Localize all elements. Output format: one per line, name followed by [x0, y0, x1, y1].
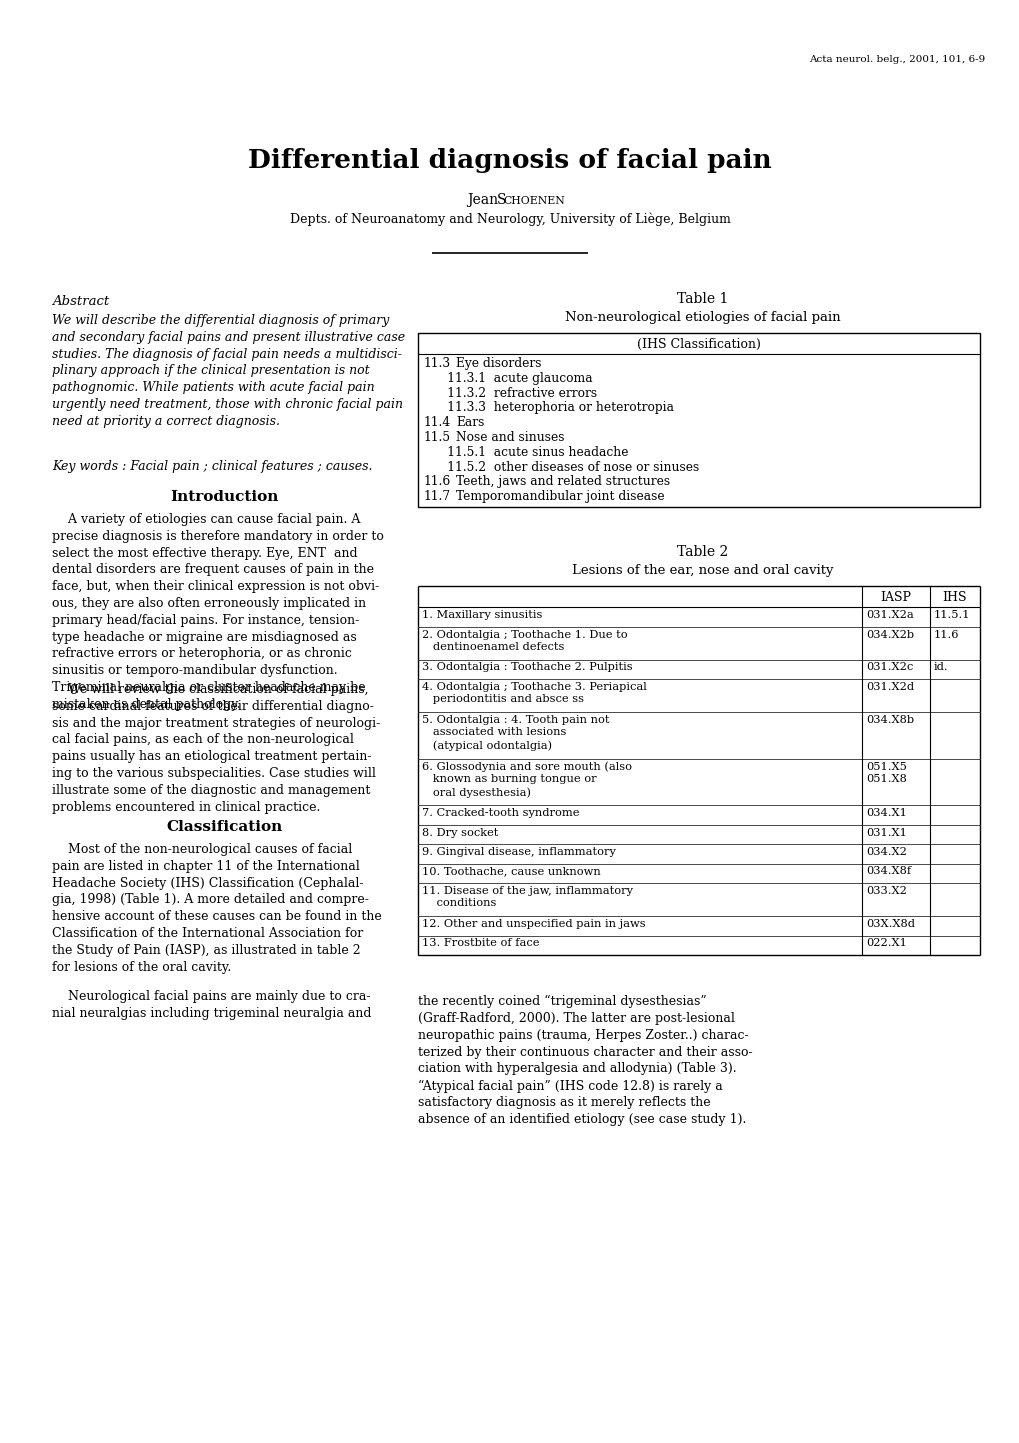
- Text: 11.3: 11.3: [424, 356, 450, 369]
- Text: Differential diagnosis of facial pain: Differential diagnosis of facial pain: [248, 149, 771, 173]
- Text: 031.X2c: 031.X2c: [865, 662, 912, 672]
- Text: Lesions of the ear, nose and oral cavity: Lesions of the ear, nose and oral cavity: [572, 564, 833, 577]
- Text: id.: id.: [933, 662, 948, 672]
- Text: Key words : Facial pain ; clinical features ; causes.: Key words : Facial pain ; clinical featu…: [52, 460, 372, 473]
- Text: 11.6: 11.6: [424, 475, 450, 488]
- Text: (IHS Classification): (IHS Classification): [637, 338, 760, 351]
- Text: the recently coined “trigeminal dysesthesias”
(Graff-Radford, 2000). The latter : the recently coined “trigeminal dysesthe…: [418, 996, 752, 1126]
- Text: 034.X2: 034.X2: [865, 847, 906, 857]
- Text: Eye disorders: Eye disorders: [455, 356, 541, 369]
- Text: 11.3.1  acute glaucoma: 11.3.1 acute glaucoma: [424, 372, 592, 385]
- Text: 022.X1: 022.X1: [865, 938, 906, 948]
- Text: Neurological facial pains are mainly due to cra-
nial neuralgias including trige: Neurological facial pains are mainly due…: [52, 990, 371, 1020]
- Text: 051.X5
051.X8: 051.X5 051.X8: [865, 762, 906, 784]
- Text: 034.X2b: 034.X2b: [865, 629, 913, 639]
- Text: 7. Cracked-tooth syndrome: 7. Cracked-tooth syndrome: [422, 808, 579, 818]
- Text: Non-neurological etiologies of facial pain: Non-neurological etiologies of facial pa…: [565, 312, 840, 325]
- Text: 031.X1: 031.X1: [865, 827, 906, 837]
- Text: 12. Other and unspecified pain in jaws: 12. Other and unspecified pain in jaws: [422, 919, 645, 929]
- Text: Temporomandibular joint disease: Temporomandibular joint disease: [455, 491, 664, 504]
- Text: 11.3.3  heterophoria or heterotropia: 11.3.3 heterophoria or heterotropia: [424, 401, 674, 414]
- Text: 11.5.2  other diseases of nose or sinuses: 11.5.2 other diseases of nose or sinuses: [424, 460, 699, 473]
- Text: 033.X2: 033.X2: [865, 886, 906, 896]
- Text: 11.3.2  refractive errors: 11.3.2 refractive errors: [424, 387, 596, 400]
- Text: 13. Frostbite of face: 13. Frostbite of face: [422, 938, 539, 948]
- Text: Classification: Classification: [166, 820, 282, 834]
- Text: Ears: Ears: [455, 416, 484, 429]
- Text: Acta neurol. belg., 2001, 101, 6-9: Acta neurol. belg., 2001, 101, 6-9: [808, 55, 984, 63]
- Text: IHS: IHS: [942, 592, 966, 605]
- Text: 2. Odontalgia ; Toothache 1. Due to
   dentinoenamel defects: 2. Odontalgia ; Toothache 1. Due to dent…: [422, 629, 627, 652]
- Text: 031.X2d: 031.X2d: [865, 683, 913, 693]
- Text: 11.4: 11.4: [424, 416, 450, 429]
- Text: 03X.X8d: 03X.X8d: [865, 919, 914, 929]
- Text: S: S: [496, 193, 506, 206]
- Text: 11.5: 11.5: [424, 431, 450, 444]
- Text: 3. Odontalgia : Toothache 2. Pulpitis: 3. Odontalgia : Toothache 2. Pulpitis: [422, 662, 632, 672]
- Text: 11.6: 11.6: [933, 629, 959, 639]
- Text: Abstract: Abstract: [52, 294, 109, 307]
- Text: 11.5.1  acute sinus headache: 11.5.1 acute sinus headache: [424, 446, 628, 459]
- Text: Jean: Jean: [467, 193, 502, 206]
- Text: IASP: IASP: [879, 592, 911, 605]
- Text: Table 2: Table 2: [677, 545, 728, 558]
- Text: 4. Odontalgia ; Toothache 3. Periapical
   periodontitis and absce ss: 4. Odontalgia ; Toothache 3. Periapical …: [422, 683, 646, 704]
- Text: 8. Dry socket: 8. Dry socket: [422, 827, 498, 837]
- Text: Teeth, jaws and related structures: Teeth, jaws and related structures: [455, 475, 669, 488]
- Text: Most of the non-neurological causes of facial
pain are listed in chapter 11 of t: Most of the non-neurological causes of f…: [52, 843, 381, 974]
- Text: 034.X8b: 034.X8b: [865, 714, 913, 724]
- Text: 11.5.1: 11.5.1: [933, 610, 969, 620]
- Text: 031.X2a: 031.X2a: [865, 610, 913, 620]
- Text: CHOENEN: CHOENEN: [502, 196, 565, 206]
- Text: 11.7: 11.7: [424, 491, 450, 504]
- Bar: [418, 333, 979, 506]
- Text: 5. Odontalgia : 4. Tooth pain not
   associated with lesions
   (atypical odonta: 5. Odontalgia : 4. Tooth pain not associ…: [422, 714, 609, 750]
- Text: Nose and sinuses: Nose and sinuses: [455, 431, 564, 444]
- Text: 9. Gingival disease, inflammatory: 9. Gingival disease, inflammatory: [422, 847, 615, 857]
- Text: 034.X8f: 034.X8f: [865, 866, 910, 876]
- Text: Table 1: Table 1: [677, 291, 728, 306]
- Text: 6. Glossodynia and sore mouth (also
   known as burning tongue or
   oral dysest: 6. Glossodynia and sore mouth (also know…: [422, 762, 632, 798]
- Text: 1. Maxillary sinusitis: 1. Maxillary sinusitis: [422, 610, 542, 620]
- Text: 10. Toothache, cause unknown: 10. Toothache, cause unknown: [422, 866, 600, 876]
- Text: We will describe the differential diagnosis of primary
and secondary facial pain: We will describe the differential diagno…: [52, 315, 405, 427]
- Text: We will review the classification of facial pains,
some cardinal features of the: We will review the classification of fac…: [52, 683, 380, 814]
- Text: Depts. of Neuroanatomy and Neurology, University of Liège, Belgium: Depts. of Neuroanatomy and Neurology, Un…: [289, 212, 730, 225]
- Text: A variety of etiologies can cause facial pain. A
precise diagnosis is therefore : A variety of etiologies can cause facial…: [52, 514, 383, 711]
- Text: 11. Disease of the jaw, inflammatory
    conditions: 11. Disease of the jaw, inflammatory con…: [422, 886, 633, 909]
- Text: 034.X1: 034.X1: [865, 808, 906, 818]
- Text: Introduction: Introduction: [170, 491, 278, 504]
